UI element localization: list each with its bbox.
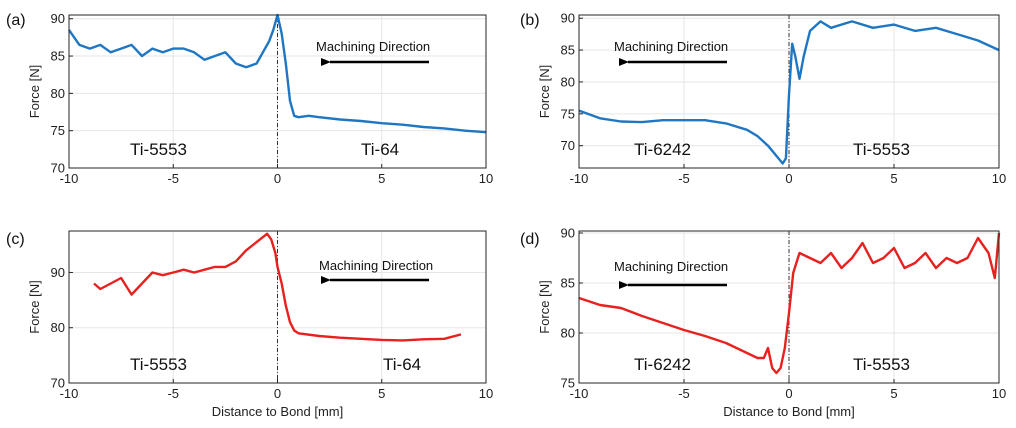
- machining-direction-label: Machining Direction: [319, 258, 433, 273]
- y-tick-label: 85: [561, 43, 575, 58]
- x-axis-label: Distance to Bond [mm]: [212, 404, 344, 419]
- x-tick-label: 5: [890, 171, 897, 186]
- y-tick-label: 75: [561, 376, 575, 391]
- x-tick-label: 0: [785, 171, 792, 186]
- x-tick-label: 5: [378, 386, 385, 401]
- y-tick-label: 90: [561, 226, 575, 241]
- right-material-label: Ti-64: [361, 140, 399, 159]
- force-series-line: [93, 232, 462, 342]
- x-tick-label: -5: [167, 171, 179, 186]
- x-tick-label: 10: [992, 386, 1006, 401]
- left-material-label: Ti-5553: [130, 140, 187, 159]
- y-tick-label: 70: [561, 138, 575, 153]
- right-material-label: Ti-5553: [853, 140, 910, 159]
- x-tick-label: 5: [890, 386, 897, 401]
- chart-panel: -10 -5 0 5 10 75 80 85 90 Force [N] Distance to Bo…: [520, 226, 1006, 420]
- x-tick-label: 10: [479, 171, 493, 186]
- left-material-label: Ti-6242: [634, 355, 691, 374]
- x-tick-label: -5: [678, 171, 690, 186]
- panel-label: (a): [6, 12, 26, 29]
- y-tick-label: 70: [51, 376, 65, 391]
- machining-direction-label: Machining Direction: [614, 39, 728, 54]
- x-tick-label: 0: [785, 386, 792, 401]
- y-tick-label: 90: [561, 11, 575, 26]
- x-tick-label: 0: [274, 171, 281, 186]
- panel-label: (d): [520, 231, 540, 248]
- machining-direction-label: Machining Direction: [614, 259, 728, 274]
- x-tick-label: -5: [678, 386, 690, 401]
- right-material-label: Ti-64: [383, 355, 421, 374]
- force-series-line: [578, 20, 1000, 165]
- y-tick-label: 80: [561, 326, 575, 341]
- y-tick-label: 80: [51, 320, 65, 335]
- y-tick-label: 80: [561, 74, 575, 89]
- panel-label: (c): [6, 231, 25, 248]
- left-material-label: Ti-5553: [130, 355, 187, 374]
- x-tick-label: -5: [167, 386, 179, 401]
- y-tick-label: 75: [561, 106, 575, 121]
- y-tick-label: 70: [51, 161, 65, 176]
- y-tick-label: 80: [51, 86, 65, 101]
- panel-label: (b): [520, 12, 540, 29]
- y-tick-label: 75: [51, 123, 65, 138]
- y-tick-label: 90: [51, 265, 65, 280]
- y-tick-label: 90: [51, 11, 65, 26]
- x-tick-label: -10: [60, 171, 79, 186]
- y-tick-label: 85: [561, 276, 575, 291]
- y-axis-label: Force [N]: [537, 65, 552, 118]
- x-tick-label: -10: [570, 386, 589, 401]
- left-material-label: Ti-6242: [634, 140, 691, 159]
- force-series-line: [578, 232, 1001, 375]
- y-axis-label: Force [N]: [27, 65, 42, 118]
- chart-panel: -10 -5 0 5 10 70 75 80 85 90 Force [N] (a) Machining…: [6, 11, 493, 186]
- chart-panel: -10 -5 0 5 10 70 75 80 85 90 Force [N] (b) Machining…: [520, 11, 1006, 186]
- x-tick-label: 10: [479, 386, 493, 401]
- force-series-line: [68, 13, 487, 134]
- x-tick-label: 0: [274, 386, 281, 401]
- x-tick-label: 10: [992, 171, 1006, 186]
- x-tick-label: -10: [570, 171, 589, 186]
- x-axis-label: Distance to Bond [mm]: [723, 404, 855, 419]
- machining-direction-label: Machining Direction: [316, 39, 430, 54]
- x-tick-label: 5: [378, 171, 385, 186]
- y-axis-label: Force [N]: [537, 280, 552, 333]
- x-tick-label: -10: [60, 386, 79, 401]
- right-material-label: Ti-5553: [853, 355, 910, 374]
- y-axis-label: Force [N]: [27, 280, 42, 333]
- chart-panel: -10 -5 0 5 10 70 80 90 Force [N] Distance to Bond…: [6, 230, 493, 419]
- y-tick-label: 85: [51, 49, 65, 64]
